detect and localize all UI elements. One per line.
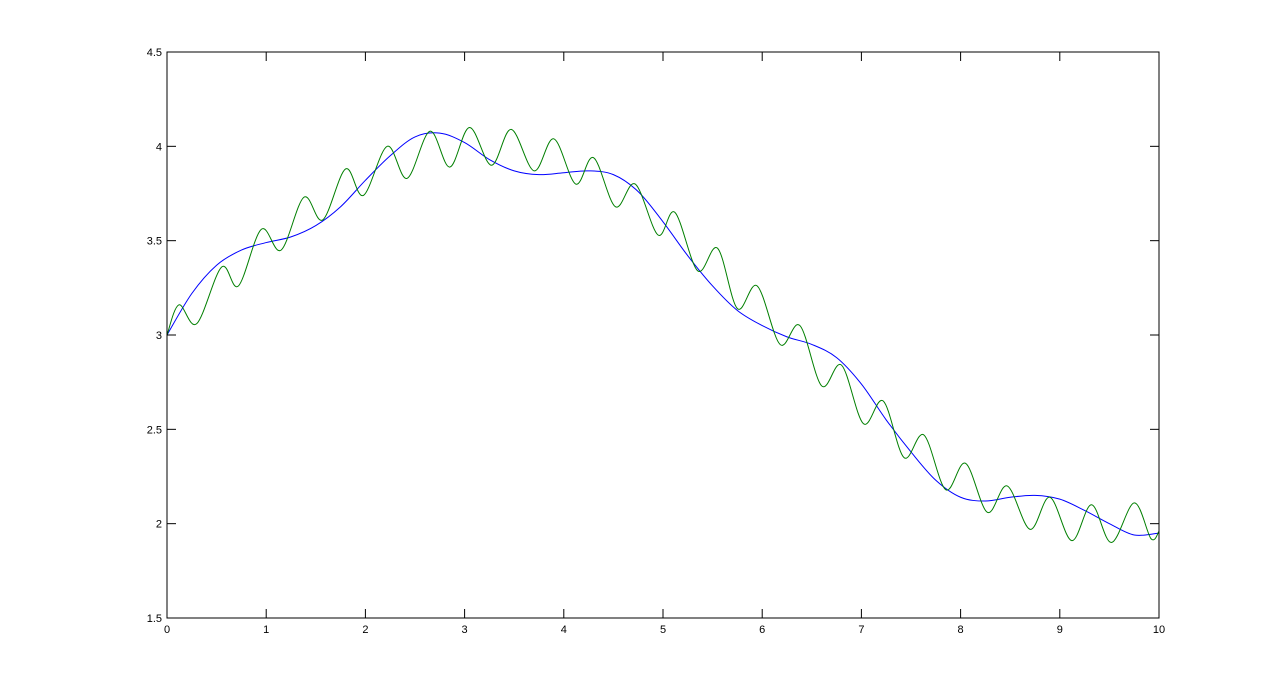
series-layer [166, 126, 1160, 544]
x-tick-label: 8 [958, 624, 964, 636]
x-tick-label: 7 [858, 624, 864, 636]
x-tick-label: 9 [1057, 624, 1063, 636]
x-tick-label: 5 [660, 624, 666, 636]
y-tick-label: 3.5 [147, 236, 162, 248]
y-tick-label: 4.5 [147, 47, 162, 59]
y-tick-label: 1.5 [147, 613, 162, 625]
series-line-2 [166, 126, 1160, 544]
y-tick-label: 2.5 [147, 424, 162, 436]
y-tick-label: 2 [156, 519, 162, 531]
y-tick-label: 3 [156, 330, 162, 342]
x-tick-label: 4 [561, 624, 567, 636]
x-tick-label: 2 [362, 624, 368, 636]
x-tick-label: 3 [462, 624, 468, 636]
series-line-1 [166, 132, 1160, 536]
x-tick-label: 0 [164, 624, 170, 636]
x-tick-label: 10 [1153, 624, 1165, 636]
x-tick-label: 1 [263, 624, 269, 636]
plot-area-frame [166, 51, 1160, 619]
tick-label-layer: 0 1 2 3 4 5 6 7 8 9 10 1.5 2 2.5 3 3.5 4 4.5 [147, 47, 1165, 636]
y-tick-label: 4 [156, 141, 162, 153]
x-tick-label: 6 [759, 624, 765, 636]
